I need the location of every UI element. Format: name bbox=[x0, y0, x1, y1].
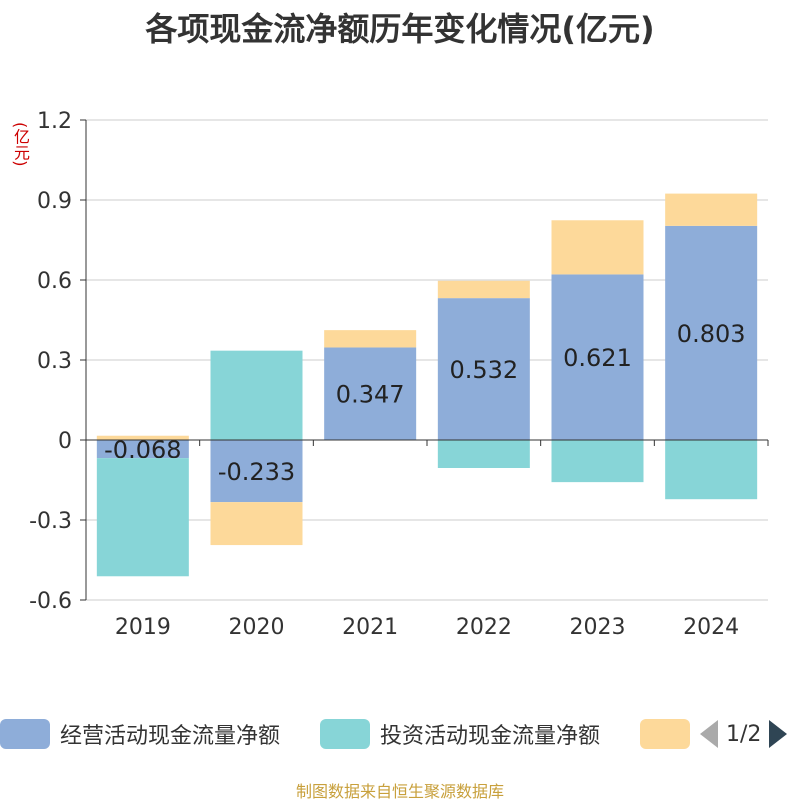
x-tick-label: 2021 bbox=[342, 615, 398, 640]
x-tick-label: 2020 bbox=[229, 615, 285, 640]
legend-swatch-third bbox=[640, 719, 690, 749]
bar-third-2023 bbox=[551, 220, 644, 275]
y-tick-label: 0.6 bbox=[37, 269, 72, 294]
y-tick-label: -0.6 bbox=[29, 589, 72, 614]
bar-investing-2023 bbox=[551, 440, 644, 483]
bar-operating-2023 bbox=[551, 274, 644, 440]
legend-swatch-investing bbox=[320, 719, 370, 749]
bar-third-2019 bbox=[96, 435, 189, 440]
prev-page-icon[interactable] bbox=[700, 720, 718, 748]
bar-third-2024 bbox=[665, 193, 758, 226]
legend-item-investing[interactable]: 投资活动现金流量净额 bbox=[320, 716, 600, 752]
data-label: 0.347 bbox=[336, 381, 405, 409]
y-tick-label: 0.3 bbox=[37, 349, 72, 374]
legend-label-operating: 经营活动现金流量净额 bbox=[60, 724, 281, 749]
bar-investing-2024 bbox=[665, 440, 758, 500]
y-axis-unit: (亿元) bbox=[11, 122, 30, 167]
legend-item-third[interactable] bbox=[640, 716, 700, 752]
data-label: 0.532 bbox=[449, 356, 518, 384]
data-label: 0.621 bbox=[563, 344, 632, 372]
legend: 经营活动现金流量净额 投资活动现金流量净额 1/2 bbox=[0, 716, 800, 752]
next-page-icon[interactable] bbox=[769, 720, 788, 748]
legend-item-operating[interactable]: 经营活动现金流量净额 bbox=[0, 716, 280, 752]
bar-operating-2019 bbox=[96, 440, 189, 459]
bar-investing-2020 bbox=[210, 350, 303, 440]
pager-text: 1/2 bbox=[726, 721, 762, 747]
x-tick-label: 2024 bbox=[683, 615, 739, 640]
chart-title: 各项现金流净额历年变化情况(亿元) bbox=[145, 10, 655, 48]
y-tick-label: 1.2 bbox=[37, 109, 72, 134]
legend-pager: 1/2 bbox=[700, 716, 788, 752]
bar-operating-2022 bbox=[437, 298, 530, 440]
data-label: 0.803 bbox=[677, 320, 746, 348]
x-tick-label: 2019 bbox=[115, 615, 171, 640]
bar-third-2022 bbox=[437, 280, 530, 299]
bar-third-2021 bbox=[324, 330, 417, 348]
y-tick-label: -0.3 bbox=[29, 509, 72, 534]
bar-investing-2019 bbox=[96, 458, 189, 577]
x-tick-label: 2023 bbox=[570, 615, 626, 640]
bar-investing-2022 bbox=[437, 440, 530, 468]
chart-area: 1.20.90.60.30-0.3-0.6-0.0682019-0.233202… bbox=[29, 109, 769, 640]
bar-operating-2024 bbox=[665, 225, 758, 440]
data-label: -0.233 bbox=[218, 458, 295, 486]
y-tick-label: 0 bbox=[58, 429, 72, 454]
bar-third-2020 bbox=[210, 502, 303, 546]
x-tick-label: 2022 bbox=[456, 615, 512, 640]
source-note: 制图数据来自恒生聚源数据库 bbox=[295, 782, 504, 801]
bar-operating-2020 bbox=[210, 440, 303, 503]
y-tick-label: 0.9 bbox=[37, 189, 72, 214]
legend-swatch-operating bbox=[0, 719, 50, 749]
legend-label-investing: 投资活动现金流量净额 bbox=[380, 724, 601, 749]
bar-operating-2021 bbox=[324, 347, 417, 440]
